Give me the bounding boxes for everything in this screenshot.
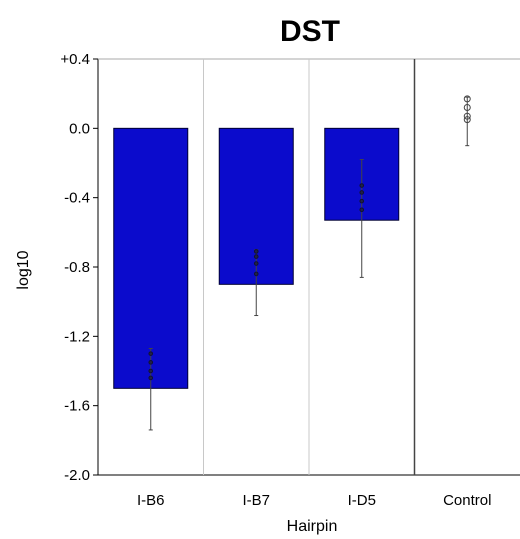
replicate-point xyxy=(463,104,471,112)
y-tick-label: -1.2 xyxy=(64,328,90,345)
replicate-point xyxy=(253,271,259,277)
replicate-point xyxy=(253,249,259,254)
x-axis-label: Hairpin xyxy=(287,518,338,535)
y-axis-label: log10 xyxy=(15,250,32,289)
y-tick-label: +0.4 xyxy=(60,51,90,68)
replicate-point xyxy=(148,375,154,381)
replicate-point xyxy=(148,360,154,365)
x-tick-label: I-B6 xyxy=(137,492,165,509)
y-tick-label: -0.4 xyxy=(64,190,90,207)
bar xyxy=(113,127,189,389)
chart-title: DST xyxy=(280,15,340,48)
y-tick-label: -2.0 xyxy=(64,467,90,484)
replicate-point xyxy=(359,190,365,195)
replicate-point xyxy=(463,116,471,124)
replicate-point xyxy=(463,95,471,103)
x-tick-label: Control xyxy=(443,492,491,509)
replicate-point xyxy=(359,198,365,204)
replicate-point xyxy=(148,368,154,374)
x-tick-label: I-D5 xyxy=(348,492,376,509)
replicate-point xyxy=(359,183,365,188)
plot-area: +0.4 0.0 -0.4 -0.8 -1.2 -1.6 -2.0 I-B6 I-B7 I-D5 C… xyxy=(60,51,520,509)
replicate-point xyxy=(253,254,259,259)
y-tick-label: -1.6 xyxy=(64,398,90,415)
replicate-point xyxy=(463,112,471,120)
y-tick-label: -0.8 xyxy=(64,259,90,276)
replicate-point xyxy=(253,261,259,266)
replicate-point xyxy=(359,207,365,213)
replicate-point xyxy=(148,351,154,356)
x-tick-label: I-B7 xyxy=(242,492,270,509)
y-tick-label: 0.0 xyxy=(69,120,90,137)
